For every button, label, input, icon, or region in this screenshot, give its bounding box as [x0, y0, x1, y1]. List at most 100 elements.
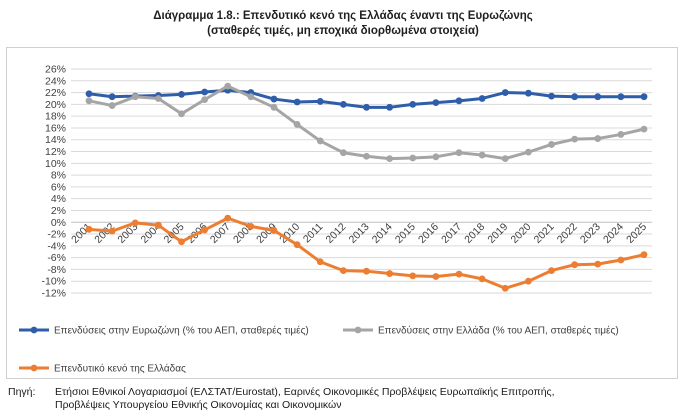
- data-point-gap: [524, 277, 532, 285]
- data-point-eurozone: [293, 98, 301, 106]
- data-point-gap: [640, 251, 648, 259]
- data-point-greece: [432, 153, 440, 161]
- data-point-eurozone: [548, 92, 555, 100]
- data-point-greece: [131, 93, 139, 101]
- data-point-gap: [409, 272, 417, 280]
- data-point-eurozone: [386, 103, 394, 111]
- x-tick-label: 2022: [555, 221, 580, 246]
- x-tick-label: 2021: [532, 221, 557, 246]
- data-point-gap: [455, 270, 463, 278]
- data-point-eurozone: [270, 95, 278, 103]
- y-tick-label: -6%: [47, 252, 66, 264]
- data-point-greece: [201, 96, 209, 104]
- data-point-greece: [455, 149, 463, 157]
- data-point-eurozone: [617, 93, 625, 101]
- data-point-greece: [270, 103, 278, 111]
- data-point-greece: [501, 155, 509, 162]
- series-greece: [85, 82, 648, 162]
- source-label: Πηγή:: [8, 386, 36, 398]
- line-chart: -12%-10%-8%-6%-4%-2%0%2%4%6%8%10%12%14%1…: [19, 64, 652, 375]
- data-point-eurozone: [201, 88, 209, 96]
- y-tick-label: 22%: [45, 87, 66, 99]
- data-point-eurozone: [524, 89, 532, 97]
- y-tick-label: 0%: [51, 217, 66, 229]
- x-tick-label: 2001: [69, 221, 94, 246]
- series-gap: [85, 214, 648, 292]
- data-point-greece: [224, 82, 232, 90]
- y-tick-label: 6%: [51, 181, 66, 193]
- data-point-greece: [108, 102, 116, 109]
- data-point-greece: [524, 148, 532, 156]
- legend-item-greece: Επενδύσεις στην Ελλάδα (% του ΑΕΠ, σταθε…: [343, 325, 619, 337]
- y-tick-label: -12%: [41, 288, 66, 300]
- legend-label: Επενδυτικό κενό της Ελλάδας: [54, 363, 186, 375]
- x-tick-label: 2023: [578, 221, 603, 246]
- x-tick-label: 2011: [301, 221, 326, 246]
- data-point-eurozone: [363, 103, 370, 111]
- data-point-gap: [293, 241, 301, 249]
- data-point-gap: [571, 261, 579, 269]
- y-tick-label: 12%: [45, 146, 66, 158]
- y-tick-label: 20%: [45, 99, 66, 111]
- data-point-gap: [270, 227, 278, 234]
- data-point-greece: [594, 135, 602, 142]
- data-point-greece: [85, 97, 93, 105]
- data-point-greece: [247, 93, 255, 101]
- data-point-gap: [108, 227, 116, 235]
- data-point-gap: [178, 238, 185, 246]
- y-tick-label: -2%: [47, 229, 66, 241]
- series-lines: [85, 82, 648, 292]
- chart-subtitle: (σταθερές τιμές, μη εποχικά διορθωμένα σ…: [207, 25, 479, 37]
- y-tick-label: 14%: [45, 134, 66, 146]
- data-point-greece: [178, 110, 185, 118]
- y-tick-label: 16%: [45, 122, 66, 134]
- y-tick-label: 26%: [45, 64, 66, 76]
- y-tick-label: 18%: [45, 111, 66, 123]
- data-point-gap: [548, 267, 555, 274]
- data-point-gap: [224, 214, 232, 222]
- data-point-eurozone: [501, 89, 509, 96]
- legend-swatch-marker: [30, 364, 38, 372]
- data-point-gap: [432, 273, 440, 280]
- data-point-greece: [339, 149, 347, 157]
- y-tick-label: 24%: [45, 75, 66, 87]
- data-point-greece: [409, 154, 417, 162]
- y-tick-label: -10%: [41, 276, 66, 288]
- data-point-greece: [386, 155, 394, 162]
- data-point-gap: [386, 270, 394, 277]
- chart-title: Διάγραμμα 1.8.: Επενδυτικό κενό της Ελλά…: [153, 10, 533, 22]
- data-point-greece: [293, 121, 301, 128]
- source-text-line1: Ετήσιοι Εθνικοί Λογαριασμοί (ΕΛΣΤΑΤ/Euro…: [55, 386, 555, 398]
- data-point-eurozone: [478, 95, 486, 102]
- data-point-gap: [85, 225, 93, 233]
- y-tick-label: -4%: [47, 240, 66, 252]
- data-point-eurozone: [455, 97, 463, 105]
- y-tick-label: 4%: [51, 193, 66, 205]
- y-tick-label: 8%: [51, 170, 66, 182]
- x-tick-label: 2015: [393, 221, 418, 246]
- x-tick-label: 2020: [508, 221, 533, 246]
- legend-item-eurozone: Επενδύσεις στην Ευρωζώνη (% του ΑΕΠ, στα…: [19, 325, 309, 337]
- data-point-gap: [617, 256, 625, 264]
- data-point-greece: [571, 135, 579, 143]
- grid-lines: [71, 68, 652, 294]
- x-tick-label: 2013: [347, 221, 372, 246]
- legend: Επενδύσεις στην Ευρωζώνη (% του ΑΕΠ, στα…: [19, 325, 619, 375]
- data-point-gap: [131, 219, 139, 227]
- legend-label: Επενδύσεις στην Ευρωζώνη (% του ΑΕΠ, στα…: [54, 325, 309, 337]
- x-tick-label: 2007: [208, 221, 233, 246]
- data-point-eurozone: [409, 100, 417, 108]
- data-point-greece: [154, 95, 162, 102]
- data-point-eurozone: [339, 100, 347, 108]
- x-tick-label: 2018: [462, 221, 487, 246]
- x-tick-label: 2012: [323, 221, 348, 246]
- data-point-greece: [617, 131, 625, 138]
- x-tick-label: 2019: [485, 221, 510, 246]
- data-point-eurozone: [108, 93, 116, 101]
- data-point-greece: [548, 141, 555, 148]
- data-point-eurozone: [571, 93, 579, 101]
- y-tick-label: 2%: [51, 205, 66, 217]
- data-point-gap: [201, 226, 209, 234]
- data-point-gap: [363, 267, 370, 275]
- legend-swatch-marker: [354, 326, 362, 334]
